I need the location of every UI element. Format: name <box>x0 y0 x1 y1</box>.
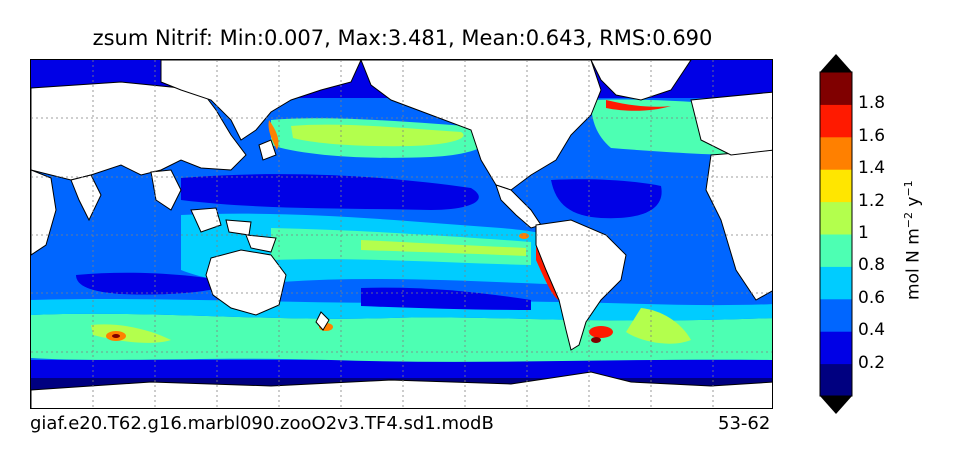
south-indian-gyre <box>76 272 231 295</box>
colorbar-segment <box>820 104 852 138</box>
colorbar-segment <box>820 331 852 365</box>
colorbar-tick-label: 1.4 <box>858 158 886 179</box>
units-text: mol N m <box>903 228 924 300</box>
land <box>31 60 772 408</box>
southern-ocean-band <box>31 313 772 362</box>
units-exponent-area: −2 <box>902 212 915 229</box>
colorbar-tick-label: 0.4 <box>858 320 886 341</box>
land-borneo <box>190 207 222 233</box>
year-range: 53-62 <box>718 413 771 434</box>
colorbar-tick-label: 1 <box>858 223 869 243</box>
graticule <box>31 60 772 408</box>
map-canvas <box>31 60 772 408</box>
land-south-america <box>535 219 627 351</box>
land-india <box>70 174 102 222</box>
colorbar-tick-label: 1.2 <box>858 190 886 211</box>
land-siberia <box>160 60 362 141</box>
colorbar-segment <box>820 169 852 203</box>
land-japan <box>258 139 277 161</box>
colorbar <box>819 54 853 414</box>
hotspot-kamchatka <box>268 120 279 150</box>
south-pacific-gyre <box>361 287 531 310</box>
hotspot-labrador <box>606 100 671 111</box>
patagonian-shelf <box>626 308 691 344</box>
plot-title: zsum Nitrif: Min:0.007, Max:3.481, Mean:… <box>92 26 713 50</box>
units-time: y <box>903 196 924 212</box>
units-exponent-time: −1 <box>902 180 915 197</box>
hotspot-galapagos <box>519 233 529 239</box>
north-atlantic-gyre <box>551 179 662 219</box>
colorbar-tick-label: 0.2 <box>858 352 886 373</box>
land-greenland <box>590 60 692 101</box>
land-africa-west <box>705 149 772 301</box>
colorbar-segment <box>820 234 852 267</box>
colorbar-outline <box>819 71 853 397</box>
north-pacific-gyre <box>181 174 479 210</box>
land-asia <box>31 81 247 181</box>
colorbar-extend-low <box>820 396 852 414</box>
land-antarctica <box>31 371 772 408</box>
colorbar-segment <box>820 266 852 300</box>
hotspot-patagonia-core <box>591 337 601 343</box>
hotspot-peru <box>536 240 559 300</box>
colorbar-segment <box>820 72 852 105</box>
equatorial-yellow <box>361 240 526 256</box>
land-new-guinea <box>245 234 277 253</box>
ocean-map <box>30 59 773 409</box>
case-name: giaf.e20.T62.g16.marbl090.zooO2v3.TF4.sd… <box>30 413 494 434</box>
north-pacific-subpolar-core <box>291 124 464 147</box>
colorbar-segments <box>820 72 852 397</box>
colorbar-segment <box>820 201 852 235</box>
colorbar-tick-label: 0.8 <box>858 255 886 276</box>
colorbar-tick-label: 0.6 <box>858 287 886 308</box>
land-australia <box>205 249 287 316</box>
land-europe <box>690 91 772 156</box>
colorbar-segment <box>820 298 852 332</box>
hotspot-patagonia <box>589 326 613 338</box>
colorbar-tick-label: 1.6 <box>858 125 886 146</box>
colorbar-extend-high <box>820 54 852 72</box>
colorbar-segment <box>820 136 852 170</box>
colorbar-units: mol N m−2 y−1 <box>902 180 924 300</box>
land-new-zealand <box>315 311 330 331</box>
hotspot-kerguelen-core <box>112 334 120 338</box>
colorbar-segment <box>820 363 852 397</box>
colorbar-tick-label: 1.8 <box>858 93 886 114</box>
